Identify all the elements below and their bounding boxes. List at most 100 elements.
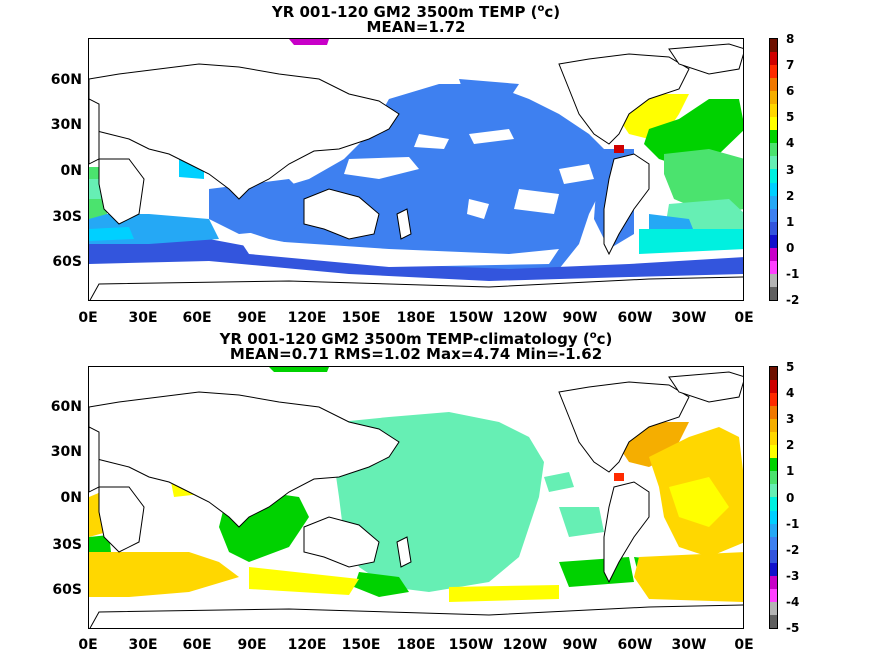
top-atlantic-field [289,39,743,254]
colorbar-swatch [770,169,777,183]
colorbar-swatch [770,117,777,131]
top-lon-label: 0E [78,310,98,326]
colorbar-label: 3 [786,162,795,177]
bottom-lon-label: 90W [562,637,598,653]
colorbar-label: -2 [786,542,800,557]
colorbar-swatch [770,445,777,459]
top-lon-label: 180E [396,310,436,326]
colorbar-swatch [770,273,777,287]
top-lon-label: 90E [237,310,267,326]
top-coastlines [89,43,743,300]
top-title-line1: YR 001-120 GM2 3500m TEMP (oc) [271,3,561,21]
colorbar-label: 2 [786,188,795,203]
colorbar-swatch [770,419,777,433]
colorbar-label: 0 [786,240,795,255]
top-lat-label-60S: 60S [52,254,82,270]
colorbar-label: 8 [786,32,795,46]
colorbar-swatch [770,221,777,235]
colorbar-swatch [770,39,777,53]
bottom-map [88,366,744,629]
top-lon-label: 60E [182,310,212,326]
colorbar-swatch [770,247,777,261]
colorbar-swatch [770,143,777,157]
top-lon-label: 150W [448,310,494,326]
colorbar-swatch [770,182,777,196]
bottom-lon-label: 60E [182,637,212,653]
top-pacific-gaps [239,129,594,267]
colorbar-swatch [770,208,777,222]
bottom-colorbar [769,366,778,629]
colorbar-label: -4 [786,594,800,609]
bottom-title-line2: MEAN=0.71 RMS=1.02 Max=4.74 Min=-1.62 [229,345,603,363]
colorbar-swatch [770,523,777,537]
bottom-lon-label: 60W [617,637,653,653]
colorbar-label: -3 [786,568,800,583]
top-lon-label: 30W [671,310,707,326]
bottom-lon-label: 150E [341,637,381,653]
bottom-lat-label-30S: 30S [52,537,82,553]
colorbar-label: -1 [786,266,800,281]
bottom-lon-label: 0E [78,637,98,653]
colorbar-swatch [770,614,777,628]
top-lat-label-30S: 30S [52,209,82,225]
colorbar-swatch [770,536,777,550]
bottom-lat-label-30N: 30N [50,444,82,460]
colorbar-label: 6 [786,84,795,99]
colorbar-swatch [770,575,777,589]
colorbar-swatch [770,588,777,602]
top-lat-label-60N: 60N [50,72,82,88]
colorbar-swatch [770,260,777,274]
bottom-lat-label-0N: 0N [60,490,82,506]
colorbar-label: 2 [786,438,795,453]
colorbar-swatch [770,367,777,381]
top-lon-label: 90W [562,310,598,326]
colorbar-label: -2 [786,293,800,307]
colorbar-label: 5 [786,110,795,125]
colorbar-swatch [770,393,777,407]
colorbar-swatch [770,78,777,92]
top-lat-label-30N: 30N [50,117,82,133]
bottom-lon-label: 90E [237,637,267,653]
colorbar-label: 7 [786,58,795,73]
colorbar-label: 1 [786,464,795,479]
bottom-lon-label: 30E [128,637,158,653]
colorbar-label: -5 [786,621,800,635]
colorbar-swatch [770,104,777,118]
colorbar-swatch [770,549,777,563]
bottom-lon-label: 120E [287,637,327,653]
colorbar-swatch [770,406,777,420]
bottom-lon-label: 30W [671,637,707,653]
colorbar-label: 3 [786,412,795,427]
bottom-lat-label-60S: 60S [52,582,82,598]
colorbar-label: -1 [786,516,800,531]
colorbar-label: 4 [786,136,795,151]
colorbar-swatch [770,510,777,524]
colorbar-swatch [770,497,777,511]
colorbar-swatch [770,52,777,66]
colorbar-label: 5 [786,360,795,374]
top-title-line2: MEAN=1.72 [366,18,466,36]
bottom-atlantic-field [614,422,743,602]
colorbar-swatch [770,562,777,576]
bottom-lon-labels: 0E 30E 60E 90E 120E 150E 180E 150W 120W … [0,637,875,655]
bottom-lat-label-60N: 60N [50,399,82,415]
bottom-coastlines [89,371,743,628]
top-lon-label: 120E [287,310,327,326]
top-lat-label-0N: 0N [60,163,82,179]
colorbar-swatch [770,380,777,394]
top-lon-label: 120W [502,310,548,326]
colorbar-swatch [770,195,777,209]
bottom-lon-label: 0E [734,637,754,653]
bottom-title-line1: YR 001-120 GM2 3500m TEMP-climatology (o… [219,330,613,348]
top-lon-labels: 0E 30E 60E 90E 120E 150E 180E 150W 120W … [0,310,875,328]
colorbar-swatch [770,156,777,170]
colorbar-label: 0 [786,490,795,505]
bottom-lon-label: 180E [396,637,436,653]
top-map [88,38,744,301]
colorbar-swatch [770,484,777,498]
colorbar-swatch [770,432,777,446]
colorbar-label: 1 [786,214,795,229]
top-lon-label: 60W [617,310,653,326]
colorbar-swatch [770,286,777,300]
colorbar-swatch [770,91,777,105]
